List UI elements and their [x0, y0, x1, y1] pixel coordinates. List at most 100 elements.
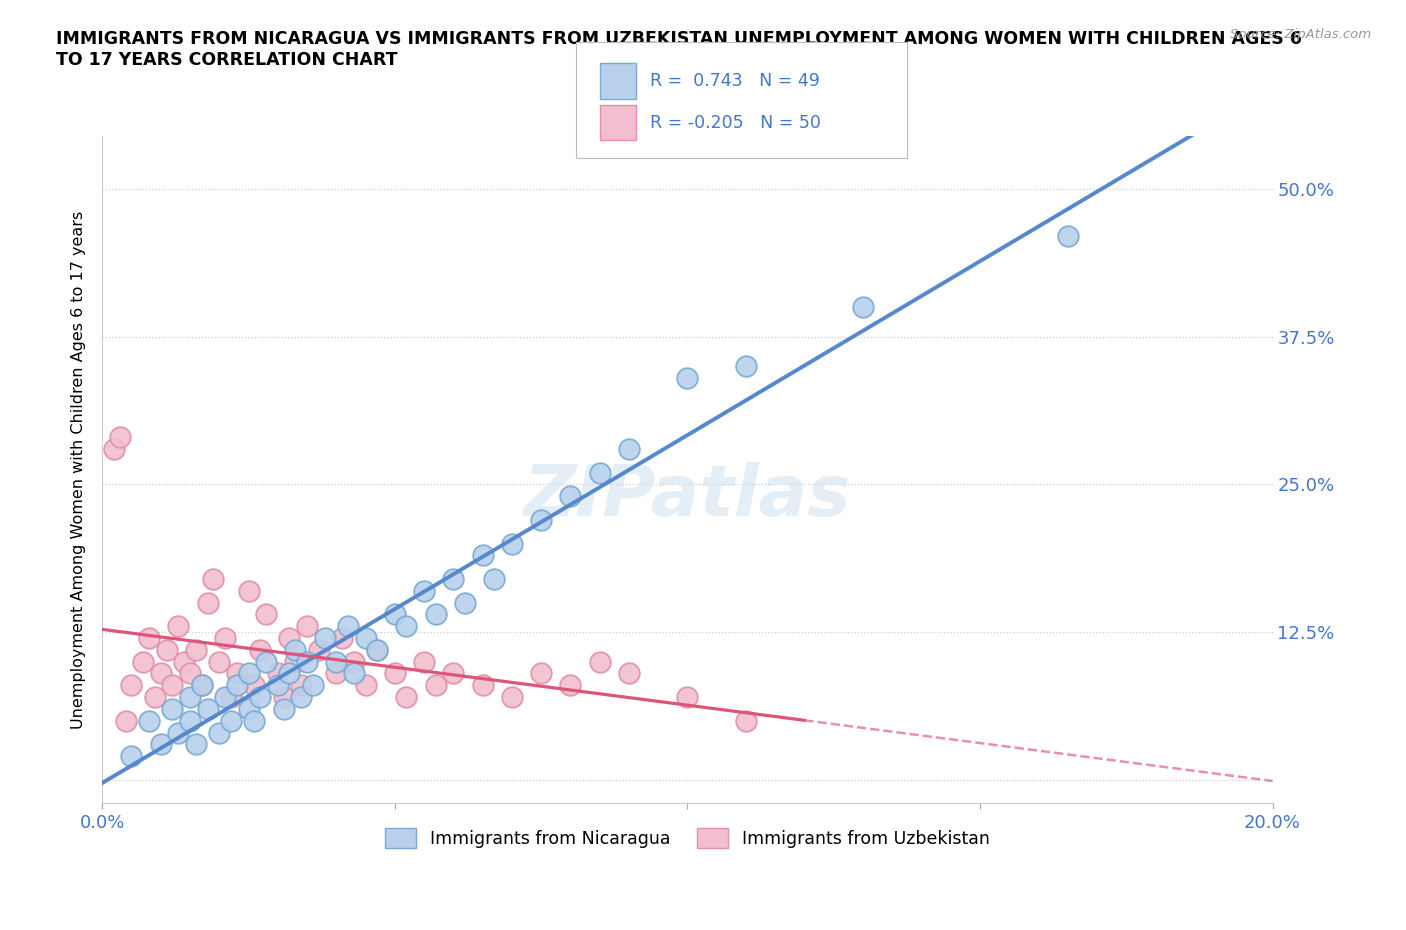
Text: R =  0.743   N = 49: R = 0.743 N = 49 [650, 72, 820, 90]
Text: Source: ZipAtlas.com: Source: ZipAtlas.com [1230, 28, 1371, 41]
Point [354, 631, 377, 645]
Point [413, 583, 436, 598]
Point [238, 583, 260, 598]
Point [179, 713, 201, 728]
Point [273, 690, 295, 705]
Point [249, 643, 271, 658]
Point [243, 678, 266, 693]
Point [308, 643, 330, 658]
Point [617, 442, 640, 457]
Point [366, 643, 388, 658]
Point [267, 678, 290, 693]
Point [617, 666, 640, 681]
Text: R = -0.205   N = 50: R = -0.205 N = 50 [650, 113, 821, 132]
Point [167, 618, 190, 633]
Point [325, 666, 347, 681]
Point [149, 737, 172, 751]
Point [267, 666, 290, 681]
Point [190, 678, 212, 693]
Point [214, 631, 236, 645]
Point [290, 678, 312, 693]
Point [588, 465, 610, 480]
Point [441, 572, 464, 587]
Point [1056, 229, 1078, 244]
Point [366, 643, 388, 658]
Point [384, 607, 406, 622]
Point [676, 371, 699, 386]
Point [219, 713, 242, 728]
Point [173, 654, 195, 669]
Point [190, 678, 212, 693]
Point [238, 701, 260, 716]
Point [290, 690, 312, 705]
Point [395, 618, 418, 633]
Point [114, 713, 136, 728]
Point [197, 701, 219, 716]
Point [425, 607, 447, 622]
Point [425, 678, 447, 693]
Point [138, 713, 160, 728]
Point [143, 690, 166, 705]
Point [284, 654, 307, 669]
Point [121, 678, 143, 693]
Point [471, 678, 494, 693]
Point [225, 666, 247, 681]
Point [501, 536, 523, 551]
Point [852, 299, 875, 314]
Point [454, 595, 477, 610]
Point [162, 678, 184, 693]
Point [441, 666, 464, 681]
Point [588, 654, 610, 669]
Point [330, 631, 353, 645]
Point [735, 713, 758, 728]
Point [735, 359, 758, 374]
Point [343, 666, 366, 681]
Point [121, 749, 143, 764]
Point [254, 607, 277, 622]
Point [395, 690, 418, 705]
Point [302, 678, 325, 693]
Legend: Immigrants from Nicaragua, Immigrants from Uzbekistan: Immigrants from Nicaragua, Immigrants fr… [378, 821, 997, 855]
Point [530, 512, 553, 527]
Point [249, 690, 271, 705]
Point [155, 643, 177, 658]
Point [219, 690, 242, 705]
Point [179, 690, 201, 705]
Point [184, 643, 207, 658]
Point [284, 643, 307, 658]
Text: ZIPatlas: ZIPatlas [523, 462, 851, 531]
Point [103, 442, 125, 457]
Point [336, 618, 359, 633]
Point [243, 713, 266, 728]
Point [238, 666, 260, 681]
Point [138, 631, 160, 645]
Point [167, 725, 190, 740]
Point [202, 572, 225, 587]
Point [560, 489, 582, 504]
Point [413, 654, 436, 669]
Point [530, 666, 553, 681]
Y-axis label: Unemployment Among Women with Children Ages 6 to 17 years: Unemployment Among Women with Children A… [72, 210, 86, 729]
Point [214, 690, 236, 705]
Point [208, 654, 231, 669]
Point [314, 631, 336, 645]
Point [501, 690, 523, 705]
Point [278, 631, 301, 645]
Point [149, 666, 172, 681]
Point [132, 654, 155, 669]
Point [254, 654, 277, 669]
Point [108, 430, 131, 445]
Point [295, 618, 318, 633]
Text: IMMIGRANTS FROM NICARAGUA VS IMMIGRANTS FROM UZBEKISTAN UNEMPLOYMENT AMONG WOMEN: IMMIGRANTS FROM NICARAGUA VS IMMIGRANTS … [56, 30, 1302, 69]
Point [325, 654, 347, 669]
Point [471, 548, 494, 563]
Point [384, 666, 406, 681]
Point [162, 701, 184, 716]
Point [295, 654, 318, 669]
Point [676, 690, 699, 705]
Point [179, 666, 201, 681]
Point [273, 701, 295, 716]
Point [484, 572, 506, 587]
Point [184, 737, 207, 751]
Point [354, 678, 377, 693]
